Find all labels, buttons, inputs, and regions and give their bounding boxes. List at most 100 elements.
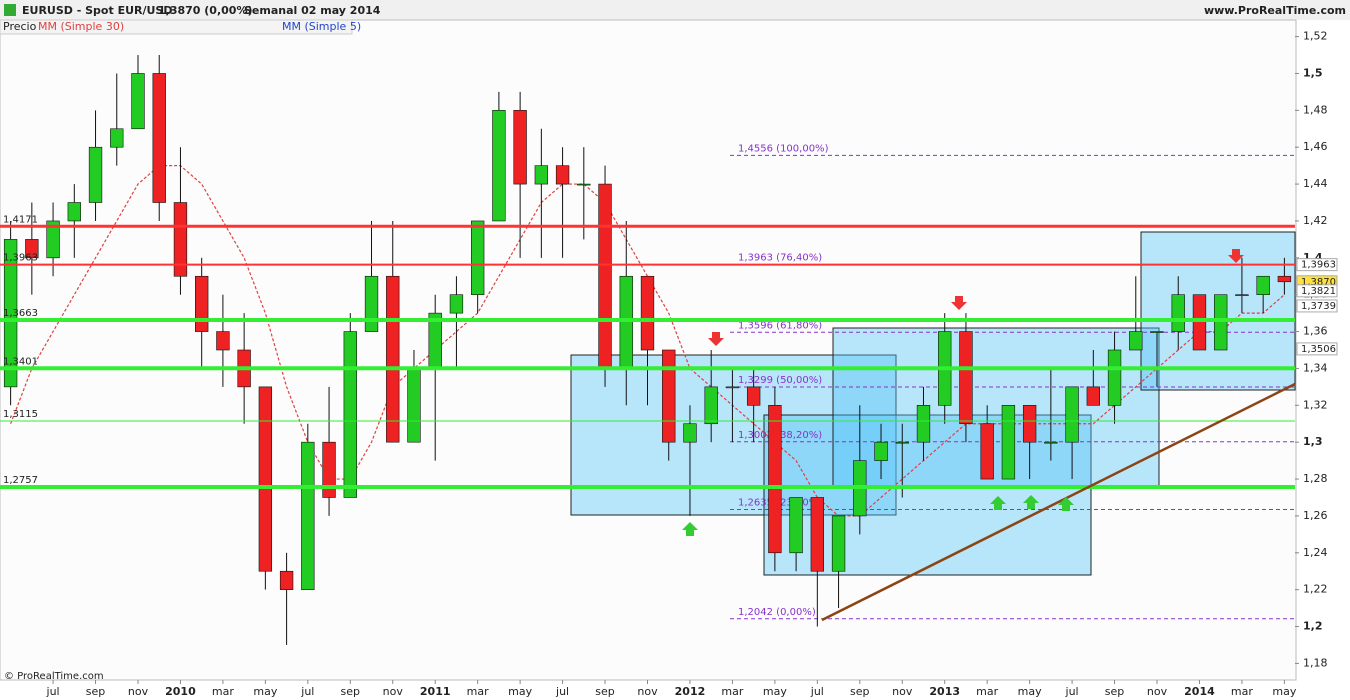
x-tick-label: mar (1231, 685, 1253, 698)
arrow-up (990, 496, 1006, 510)
period: Semanal 02 may 2014 (244, 4, 381, 17)
x-tick-label: may (763, 685, 787, 698)
price-tag (1296, 284, 1338, 298)
last-price: 1,3870 (0,00%) (158, 4, 253, 17)
candle-body (386, 275, 400, 443)
candle-body (640, 275, 655, 351)
x-tick-label: nov (637, 685, 658, 698)
x-tick-label: nov (383, 685, 404, 698)
price-tag (1296, 342, 1338, 356)
y-tick-label: 1,48 (1303, 103, 1328, 116)
candle-body (1022, 405, 1037, 443)
candle-body (322, 441, 336, 498)
x-tick-label: may (1018, 685, 1042, 698)
y-tick-label: 1,5 (1303, 66, 1323, 79)
x-tick-label: nov (128, 685, 149, 698)
price-tag-label: 1,3821 (1301, 286, 1336, 297)
candle-body (1171, 294, 1185, 332)
y-tick-label: 1,34 (1303, 361, 1328, 374)
y-tick-label: 1,22 (1303, 583, 1328, 596)
candle-body (1065, 386, 1079, 443)
x-tick-label: nov (1147, 685, 1168, 698)
trend-line (821, 382, 1296, 622)
x-tick-label: sep (595, 685, 614, 698)
x-tick-label: 2014 (1184, 685, 1215, 698)
candle-body (513, 110, 527, 185)
candle-body (1001, 405, 1016, 480)
fib-label: 1,3963 (76,40%) (738, 253, 822, 264)
y-tick-label: 1,42 (1303, 214, 1328, 227)
header-bar (0, 0, 1350, 20)
candle-body (152, 73, 166, 203)
chart-title: EURUSD - Spot EUR/USD (22, 4, 173, 17)
candle-body (1235, 294, 1249, 296)
x-tick-label: may (1272, 685, 1296, 698)
x-tick-label: 2010 (165, 685, 196, 698)
x-tick-label: sep (86, 685, 105, 698)
candle-body (3, 239, 18, 388)
candle-body (216, 331, 230, 351)
fib-label: 1,2042 (0,00%) (738, 607, 816, 618)
candle-body (343, 331, 357, 498)
y-tick-label: 1,28 (1303, 472, 1328, 485)
x-tick-label: sep (1105, 685, 1124, 698)
y-tick-label: 1,3 (1303, 435, 1323, 448)
candle-body (279, 570, 294, 590)
x-tick-label: mar (721, 685, 743, 698)
candle-body (831, 515, 846, 572)
candle-body (980, 423, 994, 480)
candle-body (1129, 331, 1143, 351)
candle-body (88, 146, 103, 203)
legend-item: Precio (3, 20, 37, 33)
x-tick-label: 2011 (420, 685, 451, 698)
x-tick-label: jul (810, 685, 824, 698)
x-tick-label: jul (46, 685, 60, 698)
fib-label: 1,4556 (100,00%) (738, 143, 829, 154)
candle-body (470, 220, 485, 295)
y-tick-label: 1,26 (1303, 509, 1328, 522)
y-tick-label: 1,44 (1303, 177, 1328, 190)
candle-body (598, 183, 612, 369)
price-tag (1296, 258, 1338, 272)
candle-body (683, 423, 697, 443)
candle-body (258, 386, 273, 572)
level-label: 1,3663 (3, 308, 38, 319)
copyright: © ProRealTime.com (4, 671, 104, 682)
arrow-up (1023, 495, 1039, 509)
legend-item: MM (Simple 30) (38, 20, 124, 33)
level-label: 1,2757 (3, 475, 38, 486)
candle-body (449, 294, 464, 314)
candle-body (959, 331, 973, 425)
candle-body (789, 497, 803, 554)
fib-label: 1,3596 (61,80%) (738, 320, 822, 331)
y-tick-label: 1,52 (1303, 30, 1328, 43)
candle-body (916, 405, 931, 443)
candle-body (746, 386, 761, 406)
candle-body (704, 386, 718, 425)
y-tick-label: 1,36 (1303, 325, 1328, 338)
arrow-down (951, 296, 967, 310)
candle-body (407, 368, 421, 443)
candle-body (895, 441, 909, 444)
icon (4, 4, 16, 16)
level-label: 1,3115 (3, 409, 38, 420)
source: www.ProRealTime.com (1204, 4, 1346, 17)
level-label: 1,3401 (3, 356, 38, 367)
candle-body (67, 202, 81, 222)
candle-body (1044, 441, 1058, 444)
candle-body (1192, 294, 1207, 351)
arrow-up (1058, 497, 1074, 511)
level-label: 1,3963 (3, 253, 38, 264)
candle-body (301, 441, 315, 590)
y-tick-label: 1,46 (1303, 140, 1328, 153)
candle-body (874, 441, 888, 461)
legend-bar (0, 19, 353, 35)
candle-body (131, 73, 145, 130)
x-tick-label: jul (555, 685, 569, 698)
candle-body (768, 405, 782, 554)
candle-body (195, 275, 209, 332)
candle-body (1150, 331, 1164, 333)
candle-body (1277, 275, 1292, 283)
x-tick-label: mar (212, 685, 234, 698)
